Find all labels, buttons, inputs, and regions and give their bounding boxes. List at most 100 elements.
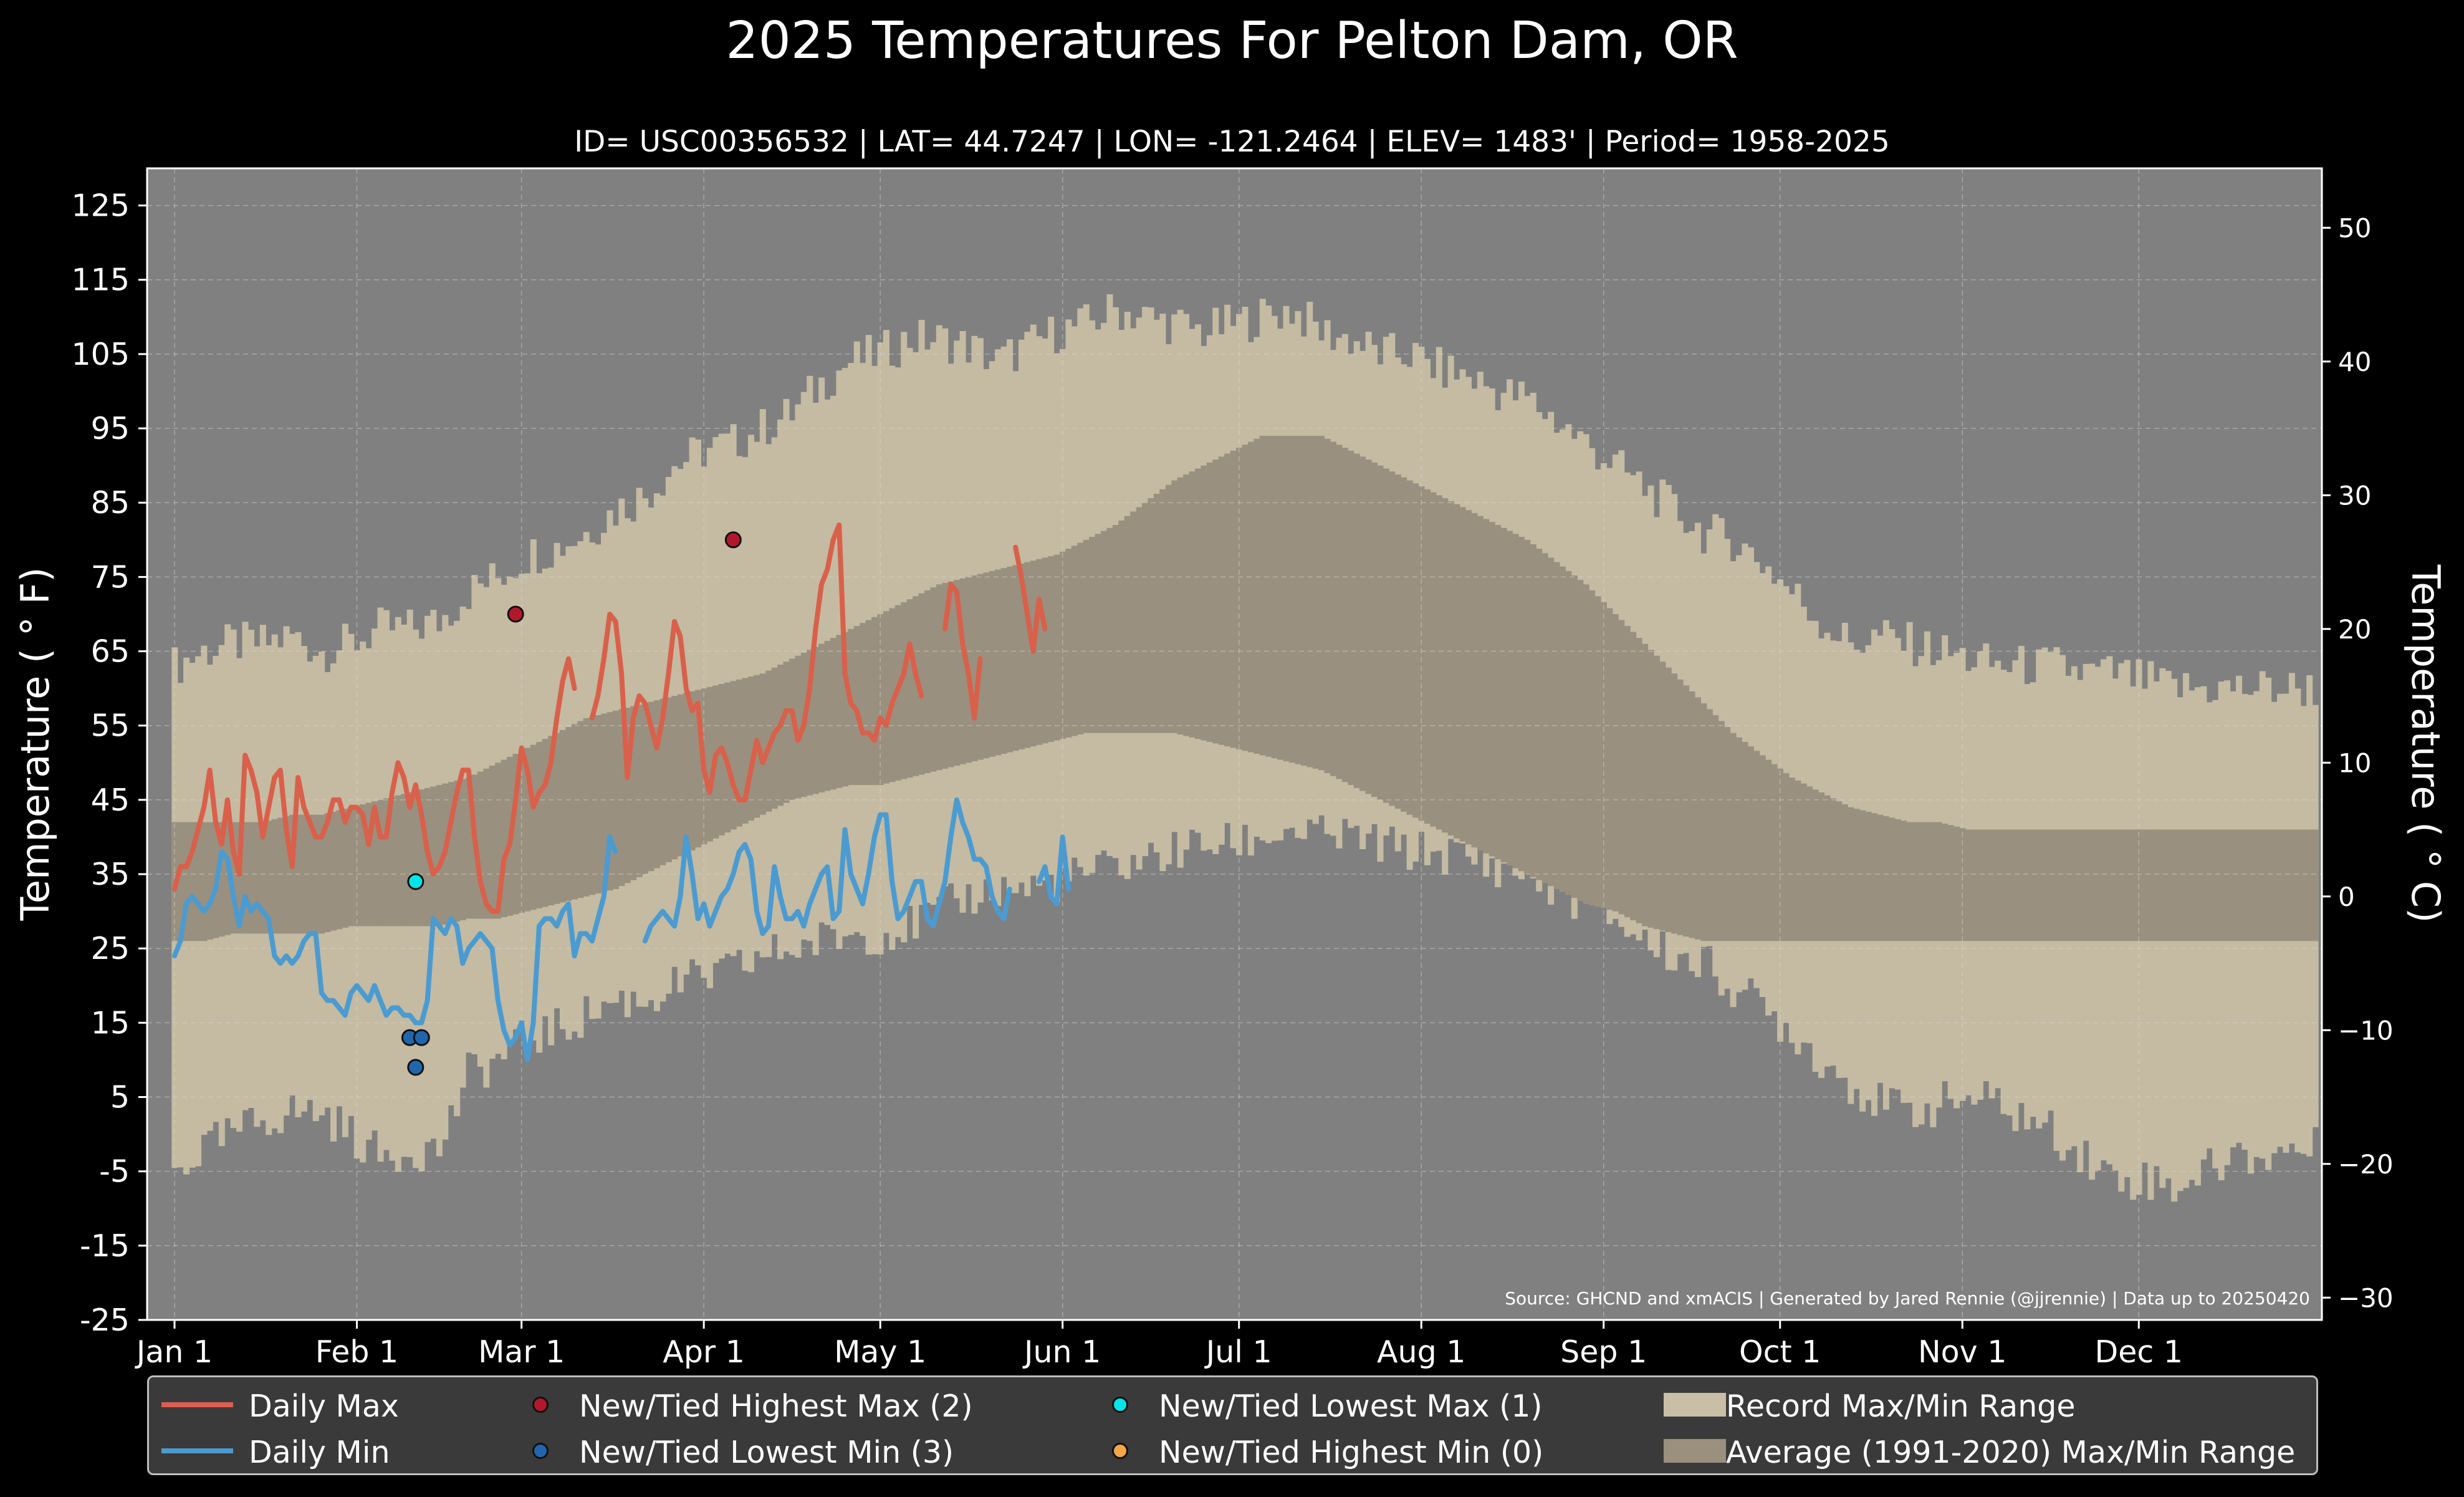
normal-bar [2230,829,2236,941]
normal-bar [1924,822,1930,941]
normal-bar [1759,755,1766,941]
normal-bar [2041,829,2048,941]
normal-bar [1848,807,1854,941]
x-tick-label: Aug 1 [1377,1334,1465,1370]
normal-bar [1783,773,1790,941]
normal-bar [542,739,549,907]
chart-subtitle: ID= USC00356532 | LAT= 44.7247 | LON= -1… [574,125,1890,159]
normal-bar [1606,608,1613,910]
normal-bar [2200,829,2207,941]
x-tick-label: Dec 1 [2095,1334,2184,1370]
normal-bar [401,794,408,927]
y-tick-label-right: 30 [2338,480,2371,511]
normal-bar [1730,733,1737,941]
normal-bar [224,822,231,935]
legend-label: Daily Max [249,1389,399,1424]
normal-bar [1500,527,1507,862]
normal-bar [1553,562,1560,889]
normal-bar [1594,596,1601,907]
normal-bar [947,581,954,768]
normal-bar [2206,829,2213,941]
x-tick-label: May 1 [834,1334,926,1370]
normal-bar [1524,539,1531,875]
series-line-daily-min [172,834,618,1062]
normal-bar [1618,620,1625,915]
normal-bar [1083,539,1090,733]
normal-bar [1300,435,1307,766]
normal-bar [1406,480,1413,815]
normal-bar [595,715,602,894]
x-axis: Jan 1 Feb 1 Mar 1 Apr 1 May 1 Jun 1 Jul 1 Aug 1… [135,1320,2183,1370]
normal-bar [1477,516,1484,850]
normal-bar [330,811,337,931]
normal-bar [1271,435,1278,759]
normal-bar [789,658,795,800]
normal-bar [648,701,654,872]
normal-bar [718,683,725,836]
y-tick-label-right: 20 [2338,614,2371,645]
normal-bar [1718,721,1725,941]
x-tick-label: Mar 1 [478,1334,565,1370]
normal-bar [618,709,625,887]
normal-bar [530,744,537,910]
daily-series [172,522,1071,1062]
normal-bar [348,807,355,927]
normal-bar [1753,751,1760,941]
normal-bar [624,708,631,883]
y-tick-label-left: 15 [91,1005,130,1041]
normal-bar [559,729,567,903]
normal-bar [1106,527,1113,733]
legend-swatch-rect [1664,1439,1726,1463]
y-tick-label-right: −30 [2338,1283,2394,1313]
normal-bar [389,797,396,927]
normal-bar [1177,477,1184,735]
normal-bar [936,584,942,771]
y-tick-label-left: 75 [91,559,130,595]
normal-bar [1953,826,1960,941]
legend-swatch-dot [532,1397,549,1413]
normal-bar [1259,435,1266,756]
normal-bar [1548,557,1555,887]
normal-bar [1359,456,1366,791]
normal-bar [2083,829,2089,941]
normal-bar [289,814,296,934]
normal-bar [1318,435,1325,771]
normal-bar [1818,792,1825,941]
normal-bar [2247,829,2254,941]
y-tick-label-right: 0 [2338,882,2355,912]
x-tick-label: Oct 1 [1739,1334,1821,1370]
normal-bar [1871,813,1878,941]
normal-bar [1000,568,1007,754]
normal-bar [2283,829,2289,941]
normal-bar [266,821,272,934]
y-tick-label-left: 5 [110,1080,130,1115]
normal-bar [1747,746,1754,941]
y-axis-label-right: Temperature ( ° C) [2403,564,2448,923]
normal-bar [300,814,307,934]
normal-bar [601,713,608,892]
normal-bar [436,785,443,927]
normal-bar [1007,566,1014,753]
normal-bar [2300,829,2307,941]
series-line-daily-max [942,582,983,721]
normal-bar [524,748,531,912]
normal-bar [942,582,949,769]
normal-bar [2012,829,2019,941]
normal-bar [2235,829,2243,941]
normal-bar [536,741,543,908]
normal-bar [1612,614,1619,912]
normal-bar [989,570,995,757]
normal-bar [1935,822,1942,941]
normal-bar [1742,741,1748,941]
normal-bar [2241,829,2248,941]
normal-bar [548,736,555,906]
y-axis-label-left: Temperature ( ° F) [12,567,58,922]
normal-bar [1230,450,1237,748]
normal-bar [807,650,813,796]
normal-bar [2312,829,2319,941]
normal-bar [1130,511,1137,733]
normal-bar [1142,503,1149,733]
normal-bar [1765,759,1772,941]
normal-bar [1829,798,1836,941]
normal-bar [459,779,466,920]
